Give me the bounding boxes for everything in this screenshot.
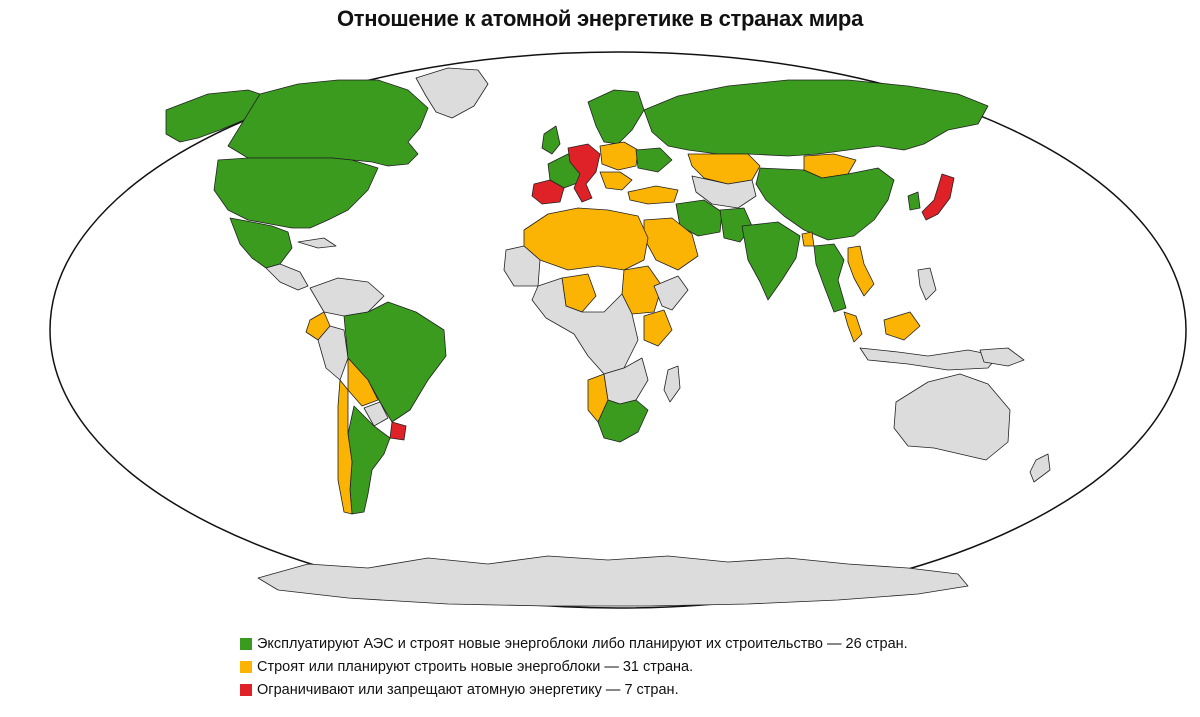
legend-swatch-red [240, 683, 252, 696]
legend-swatch-green [240, 637, 252, 650]
country-russia[interactable] [643, 79, 989, 157]
country-eastern-europe[interactable] [599, 141, 639, 171]
country-south-korea[interactable] [907, 191, 921, 211]
country-cuba[interactable] [297, 237, 337, 249]
country-greenland[interactable] [415, 67, 489, 119]
country-central-europe-restrict[interactable] [567, 143, 601, 203]
country-paraguay[interactable] [363, 401, 389, 427]
legend-label-plan-new: Строят или планируют строить новые энерг… [257, 658, 694, 675]
country-north-africa[interactable] [523, 207, 649, 271]
country-central-america[interactable] [265, 263, 309, 291]
region-antarctica [257, 555, 969, 607]
country-australia[interactable] [893, 373, 1011, 461]
country-canada[interactable] [227, 79, 429, 167]
country-chile[interactable] [337, 379, 353, 515]
legend-swatch-orange [240, 660, 252, 673]
legend-item-plan-new: Строят или планируют строить новые энерг… [240, 655, 1140, 678]
country-scandinavia[interactable] [587, 89, 645, 145]
country-japan[interactable] [921, 173, 955, 221]
legend-item-operate-and-build: Эксплуатируют АЭС и строят новые энергоб… [240, 632, 1140, 655]
country-malaysia[interactable] [843, 311, 921, 343]
country-central-asia[interactable] [691, 175, 757, 209]
country-venezuela-colombia[interactable] [309, 277, 385, 317]
country-bangladesh[interactable] [801, 231, 815, 247]
country-bolivia[interactable] [347, 357, 379, 407]
map-title: Отношение к атомной энергетике в странах… [336, 6, 864, 31]
country-india[interactable] [741, 221, 801, 301]
country-central-africa[interactable] [531, 277, 639, 375]
country-philippines[interactable] [917, 267, 937, 301]
legend-item-restrict: Ограничивают или запрещают атомную энерг… [240, 678, 1140, 701]
country-south-africa[interactable] [597, 399, 649, 443]
legend-label-operate-and-build: Эксплуатируют АЭС и строят новые энергоб… [257, 635, 908, 652]
country-new-zealand[interactable] [1029, 453, 1051, 483]
country-vietnam[interactable] [847, 245, 875, 297]
world-map-svg [49, 51, 1187, 609]
country-ukraine[interactable] [635, 147, 673, 173]
country-east-africa[interactable] [643, 309, 673, 347]
country-mexico[interactable] [229, 217, 293, 269]
legend-label-restrict: Ограничивают или запрещают атомную энерг… [257, 681, 679, 698]
country-uk[interactable] [541, 125, 561, 155]
country-horn-africa[interactable] [653, 275, 689, 311]
country-balkans[interactable] [599, 171, 633, 191]
country-china[interactable] [755, 167, 895, 241]
country-southeast-asia[interactable] [813, 243, 847, 313]
legend: Эксплуатируют АЭС и строят новые энергоб… [240, 632, 1140, 701]
country-madagascar[interactable] [663, 365, 681, 403]
country-spain[interactable] [531, 179, 565, 205]
world-map [48, 50, 1188, 610]
country-turkey[interactable] [627, 185, 679, 205]
country-papua-new-guinea[interactable] [979, 347, 1025, 367]
country-uruguay[interactable] [389, 421, 407, 441]
country-usa[interactable] [213, 157, 379, 229]
